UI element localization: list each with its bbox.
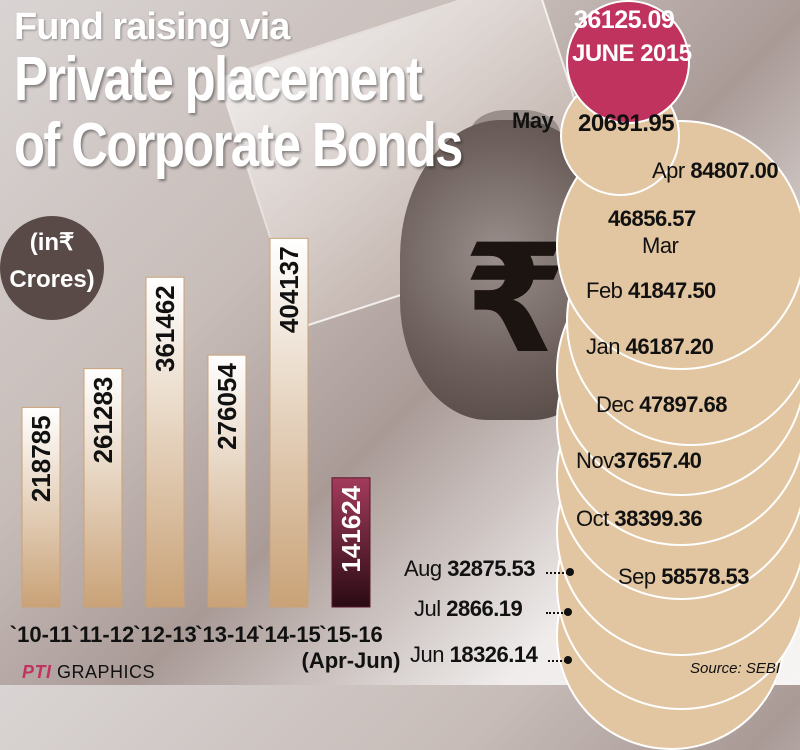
pti-logo: PTI — [22, 662, 52, 682]
title-line-1: Fund raising via — [14, 6, 290, 48]
category-label-2: `12-13 — [133, 622, 197, 647]
sep-value: 58578.53 — [661, 564, 750, 589]
oct-month: Oct — [576, 506, 615, 531]
may-value: 20691.95 — [578, 110, 675, 137]
sep-month: Sep — [618, 564, 662, 589]
aug-month: Aug — [404, 556, 448, 581]
jul-value: 2866.19 — [446, 596, 523, 621]
annual-bar-chart: 218785 `10-11 261283 `11-12 361462 `12-13 2760… — [10, 237, 400, 673]
title-line-2: Private placement — [14, 45, 423, 114]
category-label-0: `10-11 — [10, 622, 72, 647]
mar-value: 46856.57 — [608, 206, 696, 231]
source-note: Source: SEBI — [690, 660, 781, 677]
bar-1 — [83, 368, 123, 608]
month-bubble-0 — [566, 0, 690, 124]
leader-line-2 — [548, 660, 566, 662]
leader-dot-1 — [564, 608, 572, 616]
graphics-credit: PTI GRAPHICS — [22, 662, 155, 683]
category-sublabel-5: (Apr-Jun) — [302, 648, 400, 673]
dec-month: Dec — [596, 392, 640, 417]
bar-3 — [207, 354, 247, 608]
bar-0 — [21, 406, 61, 608]
leader-line-0 — [546, 572, 568, 574]
bar-value-label-5: 141624 — [336, 485, 366, 572]
feb-value: 41847.50 — [628, 278, 716, 303]
bar-value-label-4: 404137 — [274, 246, 304, 333]
dec-value: 47897.68 — [639, 392, 728, 417]
category-label-5: `15-16 — [319, 622, 383, 647]
nov-value: 37657.40 — [613, 448, 702, 473]
bar-2 — [145, 276, 185, 608]
jan-month: Jan — [586, 334, 626, 359]
leader-dot-0 — [566, 568, 574, 576]
category-label-4: `14-15 — [257, 622, 321, 647]
may-month: May — [512, 108, 554, 133]
category-label-1: `11-12 — [72, 622, 134, 647]
nov-month: Nov — [576, 448, 614, 473]
bar-4 — [269, 237, 309, 608]
bar-value-label-2: 361462 — [150, 285, 180, 372]
bar-value-label-0: 218785 — [26, 415, 56, 502]
june-2015-month: JUNE 2015 — [572, 40, 692, 67]
apr-month: Apr — [652, 158, 691, 183]
leader-line-1 — [546, 612, 566, 614]
units-badge: (in₹ Crores) — [0, 216, 104, 320]
jan-value: 46187.20 — [625, 334, 714, 359]
jun-value: 18326.14 — [449, 642, 538, 667]
units-line-1: (in₹ — [29, 229, 75, 256]
leader-dot-2 — [564, 656, 572, 664]
rupee-icon: ₹ — [462, 213, 568, 387]
mar-month: Mar — [642, 233, 679, 258]
bar-value-label-3: 276054 — [212, 363, 242, 450]
feb-month: Feb — [586, 278, 629, 303]
credit-text: GRAPHICS — [57, 662, 156, 682]
units-line-2: Crores) — [9, 266, 95, 293]
jun-month: Jun — [410, 642, 450, 667]
aug-value: 32875.53 — [447, 556, 536, 581]
oct-value: 38399.36 — [614, 506, 703, 531]
bar-value-label-1: 261283 — [88, 377, 118, 464]
bar-5 — [331, 477, 371, 608]
month-bubble-2 — [556, 120, 800, 370]
apr-value: 84807.00 — [690, 158, 779, 183]
category-label-3: `13-14 — [195, 622, 259, 647]
jul-month: Jul — [414, 596, 447, 621]
june-2015-value: 36125.09 — [574, 6, 675, 34]
title-line-3: of Corporate Bonds — [14, 111, 463, 180]
